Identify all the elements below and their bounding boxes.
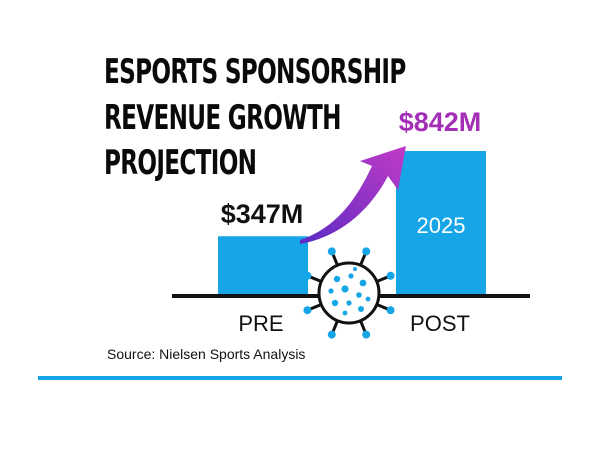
virus-spike <box>376 303 389 311</box>
virus-spike-tip <box>303 306 312 315</box>
virus-dot <box>353 267 357 271</box>
virus-dot <box>346 300 352 306</box>
virus-dot <box>328 288 334 294</box>
virus-spike <box>309 275 322 283</box>
virus-spike-tip <box>362 330 371 339</box>
virus-dot <box>333 275 341 283</box>
bar-post <box>396 151 486 296</box>
virus-spike <box>359 320 367 333</box>
virus-icon <box>303 247 395 339</box>
chart-title-line-1: ESPORTS SPONSORSHIP <box>104 52 406 92</box>
virus-spike-tip <box>362 247 371 256</box>
category-label-post: POST <box>410 311 470 336</box>
virus-spike-tip <box>386 271 395 280</box>
virus-spike-tip <box>303 271 312 280</box>
virus-spike <box>331 320 339 333</box>
value-label-post: $842M <box>399 107 482 137</box>
source-note: Source: Nielsen Sports Analysis <box>107 346 306 362</box>
value-label-pre: $347M <box>221 199 304 229</box>
virus-spike <box>309 303 322 311</box>
virus-dot <box>358 306 364 312</box>
virus-dot <box>356 292 362 298</box>
chart-title-line-3: PROJECTION <box>104 143 257 183</box>
virus-spike <box>376 275 389 283</box>
virus-spike-tip <box>327 247 336 256</box>
footer-divider <box>38 376 562 380</box>
virus-spike-tip <box>327 330 336 339</box>
virus-dot <box>348 273 354 279</box>
bar-year-label: 2025 <box>417 213 466 238</box>
virus-dot <box>365 296 371 302</box>
category-label-pre: PRE <box>238 311 283 336</box>
virus-spike <box>359 253 367 266</box>
growth-arrow-icon <box>300 146 406 244</box>
virus-dot <box>341 285 349 293</box>
chart-title-line-2: REVENUE GROWTH <box>104 98 341 138</box>
virus-body <box>317 261 381 325</box>
virus-dot <box>359 279 367 287</box>
bar-pre <box>218 236 308 296</box>
virus-spike-tip <box>386 306 395 315</box>
virus-dot <box>331 299 339 307</box>
virus-dot <box>342 310 348 316</box>
virus-spike <box>331 253 339 266</box>
